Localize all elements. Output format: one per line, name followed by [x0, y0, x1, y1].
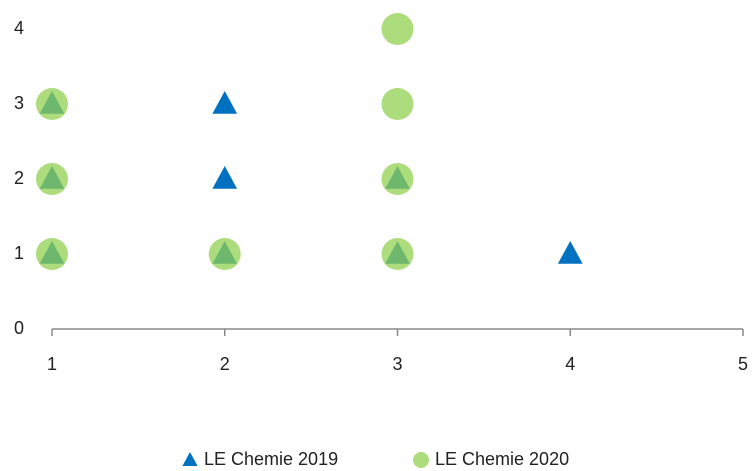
x-tick-label: 5 — [738, 354, 748, 374]
circle-point — [381, 238, 414, 270]
circle-point — [381, 88, 414, 120]
y-tick-label: 0 — [14, 318, 24, 338]
circle-point — [36, 163, 68, 195]
y-tick-label: 3 — [14, 93, 24, 113]
x-tick-label: 4 — [565, 354, 575, 374]
circle-point — [381, 163, 414, 195]
circle-point — [208, 238, 241, 270]
legend-marker — [413, 452, 429, 468]
circle-point — [381, 13, 414, 45]
y-tick-label: 2 — [14, 168, 24, 188]
triangle-point — [557, 241, 583, 264]
triangle-point — [212, 166, 238, 189]
triangle-point — [212, 91, 238, 114]
legend-label: LE Chemie 2019 — [204, 449, 338, 469]
legend-label: LE Chemie 2020 — [435, 449, 569, 469]
y-tick-label: 1 — [14, 243, 24, 263]
x-tick-label: 3 — [392, 354, 402, 374]
legend-marker — [182, 452, 198, 466]
circle-point — [36, 88, 68, 120]
y-tick-label: 4 — [14, 18, 24, 38]
x-tick-label: 2 — [220, 354, 230, 374]
x-tick-label: 1 — [47, 354, 57, 374]
circle-point — [36, 238, 68, 270]
